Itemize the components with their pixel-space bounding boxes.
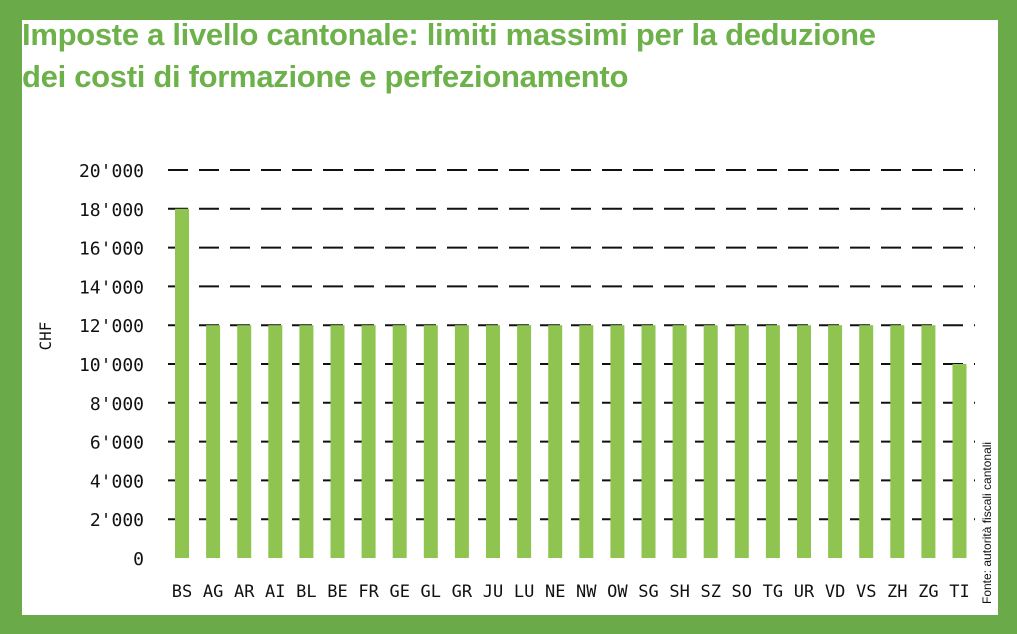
y-tick-label: 6'000 (90, 433, 144, 454)
bar (765, 325, 780, 558)
y-tick-label: 10'000 (79, 355, 144, 376)
x-tick-label: ZG (918, 582, 938, 602)
bar (703, 325, 718, 558)
bar (361, 325, 376, 558)
x-tick-label: JU (483, 582, 503, 602)
bar (299, 325, 314, 558)
chart-title-line-1: Imposte a livello cantonale: limiti mass… (22, 17, 876, 52)
x-tick-label: GL (421, 582, 441, 602)
x-tick-label: VS (856, 582, 876, 602)
bar (237, 325, 252, 558)
y-axis-label: CHF (36, 322, 55, 351)
x-tick-label: LU (514, 582, 534, 602)
y-tick-label: 4'000 (90, 471, 144, 492)
x-tick-label: OW (607, 582, 628, 602)
x-tick-label: SH (669, 582, 689, 602)
x-tick-label: NW (576, 582, 597, 602)
x-tick-label: TI (949, 582, 969, 602)
x-tick-label: AI (265, 582, 285, 602)
bar (579, 325, 594, 558)
y-tick-label: 20'000 (79, 161, 144, 182)
bar (454, 325, 469, 558)
x-tick-label: BS (172, 582, 192, 602)
x-tick-label: TG (763, 582, 783, 602)
source-note: Fonte: autorità fiscali cantonali (980, 442, 994, 604)
bar (392, 325, 407, 558)
x-tick-label: GR (452, 582, 473, 602)
bar (423, 325, 438, 558)
bar (734, 325, 749, 558)
bar (952, 364, 967, 558)
bar (828, 325, 843, 558)
y-tick-label: 18'000 (79, 200, 144, 221)
chart-title-line-2: dei costi di formazione e perfezionament… (22, 59, 629, 94)
y-tick-label: 0 (133, 549, 144, 570)
bar (610, 325, 625, 558)
chart-title: Imposte a livello cantonale: limiti mass… (22, 14, 952, 98)
bar (890, 325, 905, 558)
bar (517, 325, 532, 558)
x-tick-label: FR (358, 582, 379, 602)
y-tick-label: 14'000 (79, 277, 144, 298)
bar (921, 325, 936, 558)
x-tick-label: SZ (700, 582, 720, 602)
y-tick-label: 2'000 (90, 510, 144, 531)
bar (206, 325, 221, 558)
x-tick-label: GE (389, 582, 409, 602)
bar (175, 208, 189, 559)
x-tick-label: SG (638, 582, 658, 602)
bar (548, 325, 563, 558)
bar (641, 325, 656, 558)
x-tick-label: ZH (887, 582, 907, 602)
y-tick-label: 12'000 (79, 316, 144, 337)
x-tick-label: AR (234, 582, 255, 602)
x-tick-label: VD (825, 582, 845, 602)
x-tick-label: BE (327, 582, 347, 602)
y-tick-label: 16'000 (79, 239, 144, 260)
x-tick-label: UR (794, 582, 815, 602)
x-tick-label: BL (296, 582, 316, 602)
bar (672, 325, 687, 558)
bar (330, 325, 345, 558)
x-tick-label: SO (732, 582, 752, 602)
bar (268, 325, 283, 558)
bar (486, 325, 500, 558)
bar (859, 325, 874, 558)
x-tick-label: NE (545, 582, 565, 602)
y-tick-label: 8'000 (90, 394, 144, 415)
x-tick-label: AG (203, 582, 223, 602)
bar (797, 325, 811, 558)
